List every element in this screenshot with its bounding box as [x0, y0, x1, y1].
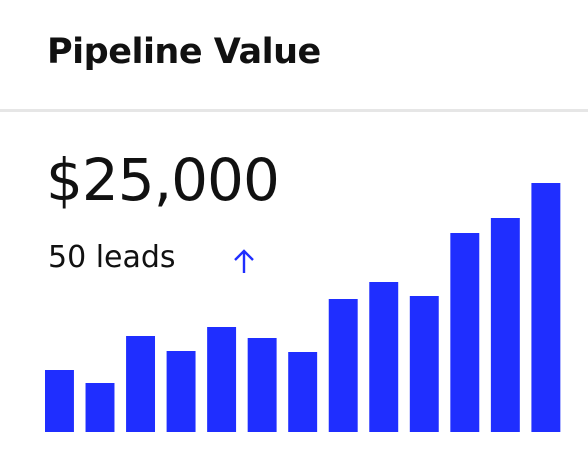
bar — [85, 383, 115, 432]
bar — [328, 299, 358, 432]
bar — [207, 327, 237, 432]
bar — [369, 282, 399, 432]
bar — [409, 296, 439, 432]
divider — [0, 109, 588, 112]
bar — [531, 183, 561, 432]
bar — [166, 351, 196, 432]
bar — [490, 218, 520, 432]
metric-value: $25,000 — [46, 146, 280, 214]
bar — [288, 352, 318, 432]
card-title: Pipeline Value — [47, 32, 321, 72]
bar — [126, 336, 156, 432]
metric-subtitle: 50 leads — [48, 240, 176, 275]
bar — [450, 233, 480, 432]
trend-up-icon — [234, 249, 254, 273]
bar — [45, 370, 74, 432]
bar — [247, 338, 277, 432]
